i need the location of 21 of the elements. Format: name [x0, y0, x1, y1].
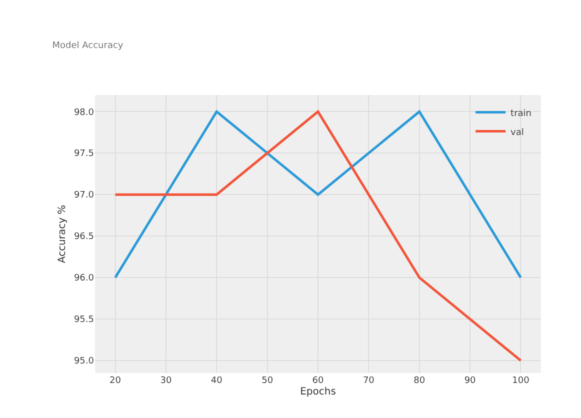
x-axis-title: Epochs	[300, 386, 336, 398]
y-tick-label: 98.0	[74, 108, 94, 118]
x-tick-label: 80	[414, 376, 426, 386]
x-tick-label: 90	[464, 376, 476, 386]
x-tick-label: 100	[512, 376, 530, 386]
x-tick-label: 20	[110, 376, 122, 386]
legend-label: train	[510, 108, 532, 119]
y-tick-label: 95.5	[74, 315, 94, 326]
y-tick-label: 95.0	[74, 356, 94, 367]
y-axis-title: Accuracy %	[56, 204, 68, 264]
y-tick-label: 97.0	[74, 190, 94, 201]
legend-label: val	[510, 128, 524, 138]
x-tick-label: 60	[312, 376, 324, 386]
chart-title: Model Accuracy	[52, 41, 124, 52]
y-tick-label: 96.0	[74, 274, 94, 284]
y-tick-label: 96.5	[74, 232, 94, 242]
x-tick-label: 30	[160, 376, 172, 386]
x-tick-label: 70	[362, 376, 375, 386]
y-tick-label: 97.5	[74, 149, 94, 160]
x-tick-label: 50	[262, 376, 274, 386]
x-tick-label: 40	[210, 376, 223, 386]
